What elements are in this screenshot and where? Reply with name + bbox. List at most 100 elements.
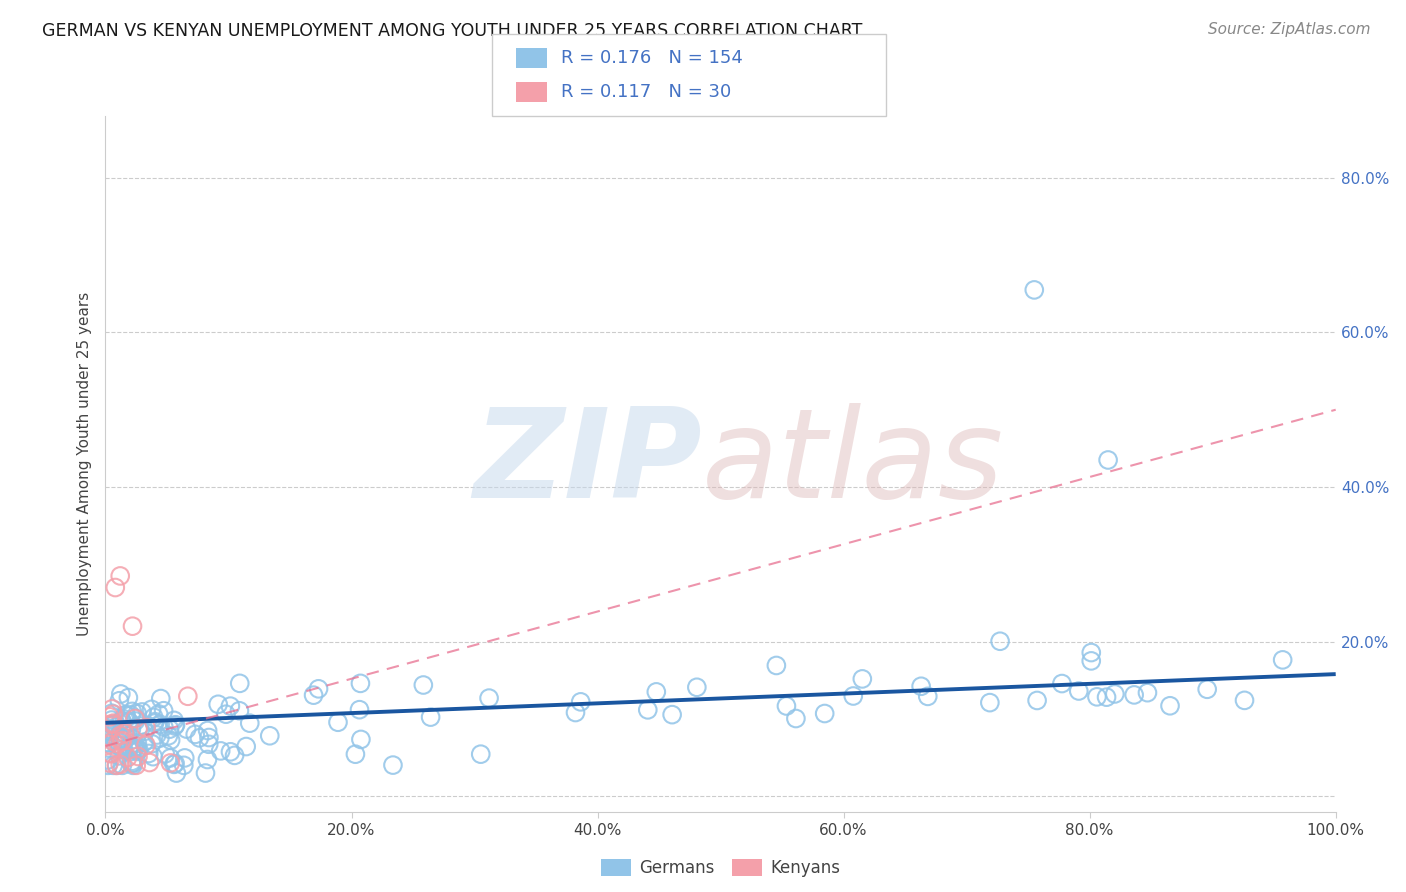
Point <box>117 714 139 729</box>
Point <box>775 698 797 713</box>
Point <box>122 740 145 755</box>
Legend: Germans, Kenyans: Germans, Kenyans <box>595 852 846 883</box>
Point <box>148 706 170 721</box>
Point <box>229 676 252 690</box>
Point <box>197 737 219 751</box>
Point <box>988 634 1011 648</box>
Point <box>120 723 142 737</box>
Point <box>117 690 139 705</box>
Point <box>101 706 124 721</box>
Point <box>104 732 127 747</box>
Point <box>105 719 128 733</box>
Point <box>215 707 238 722</box>
Point <box>851 672 873 686</box>
Point <box>124 711 146 725</box>
Point <box>163 757 186 772</box>
Point <box>127 736 149 750</box>
Point <box>259 729 281 743</box>
Point <box>120 708 142 723</box>
Point <box>124 714 146 728</box>
Point <box>110 687 132 701</box>
Point <box>198 731 221 745</box>
Point <box>165 718 187 732</box>
Point <box>143 716 166 731</box>
Point <box>117 750 139 764</box>
Text: ZIP: ZIP <box>474 403 702 524</box>
Point <box>470 747 492 761</box>
Point <box>127 742 149 756</box>
Point <box>128 742 150 756</box>
Point <box>1085 690 1108 704</box>
Point <box>110 734 132 748</box>
Point <box>1095 690 1118 705</box>
Point <box>152 704 174 718</box>
Point <box>1080 654 1102 668</box>
Point <box>97 724 120 739</box>
Point <box>197 752 219 766</box>
Point <box>121 619 143 633</box>
Text: R = 0.117   N = 30: R = 0.117 N = 30 <box>561 83 731 101</box>
Point <box>145 728 167 742</box>
Point <box>207 698 229 712</box>
Point <box>108 728 131 742</box>
Point <box>104 737 127 751</box>
Y-axis label: Unemployment Among Youth under 25 years: Unemployment Among Youth under 25 years <box>77 292 93 636</box>
Point <box>1271 653 1294 667</box>
Point <box>163 719 186 733</box>
Point <box>112 742 135 756</box>
Point <box>127 722 149 736</box>
Point <box>98 747 121 761</box>
Point <box>110 728 132 742</box>
Point <box>114 726 136 740</box>
Point <box>157 729 180 743</box>
Point <box>124 712 146 726</box>
Point <box>111 758 134 772</box>
Point <box>159 722 181 736</box>
Point <box>100 717 122 731</box>
Point <box>108 739 131 753</box>
Point <box>344 747 367 762</box>
Point <box>103 707 125 722</box>
Point <box>142 749 165 764</box>
Point <box>100 713 122 727</box>
Point <box>1024 283 1046 297</box>
Point <box>107 737 129 751</box>
Point <box>111 733 134 747</box>
Point <box>219 699 242 714</box>
Point <box>159 751 181 765</box>
Text: R = 0.176   N = 154: R = 0.176 N = 154 <box>561 49 742 67</box>
Point <box>114 726 136 740</box>
Point <box>564 706 586 720</box>
Point <box>110 731 132 746</box>
Point <box>478 691 501 706</box>
Point <box>108 757 131 772</box>
Point <box>163 714 186 728</box>
Point <box>1080 646 1102 660</box>
Point <box>1104 687 1126 701</box>
Point <box>645 685 668 699</box>
Point <box>100 747 122 761</box>
Point <box>121 705 143 719</box>
Text: GERMAN VS KENYAN UNEMPLOYMENT AMONG YOUTH UNDER 25 YEARS CORRELATION CHART: GERMAN VS KENYAN UNEMPLOYMENT AMONG YOUT… <box>42 22 862 40</box>
Point <box>122 732 145 747</box>
Point <box>141 702 163 716</box>
Point <box>381 758 404 772</box>
Point <box>979 696 1001 710</box>
Point <box>127 744 149 758</box>
Point <box>125 758 148 772</box>
Point <box>98 710 121 724</box>
Point <box>173 751 195 765</box>
Point <box>121 736 143 750</box>
Point <box>120 756 142 771</box>
Point <box>1233 693 1256 707</box>
Point <box>135 721 157 735</box>
Point <box>124 742 146 756</box>
Point <box>152 720 174 734</box>
Point <box>235 739 257 754</box>
Point <box>419 710 441 724</box>
Point <box>842 689 865 703</box>
Point <box>176 722 198 736</box>
Point <box>350 732 373 747</box>
Point <box>1159 698 1181 713</box>
Point <box>302 688 325 702</box>
